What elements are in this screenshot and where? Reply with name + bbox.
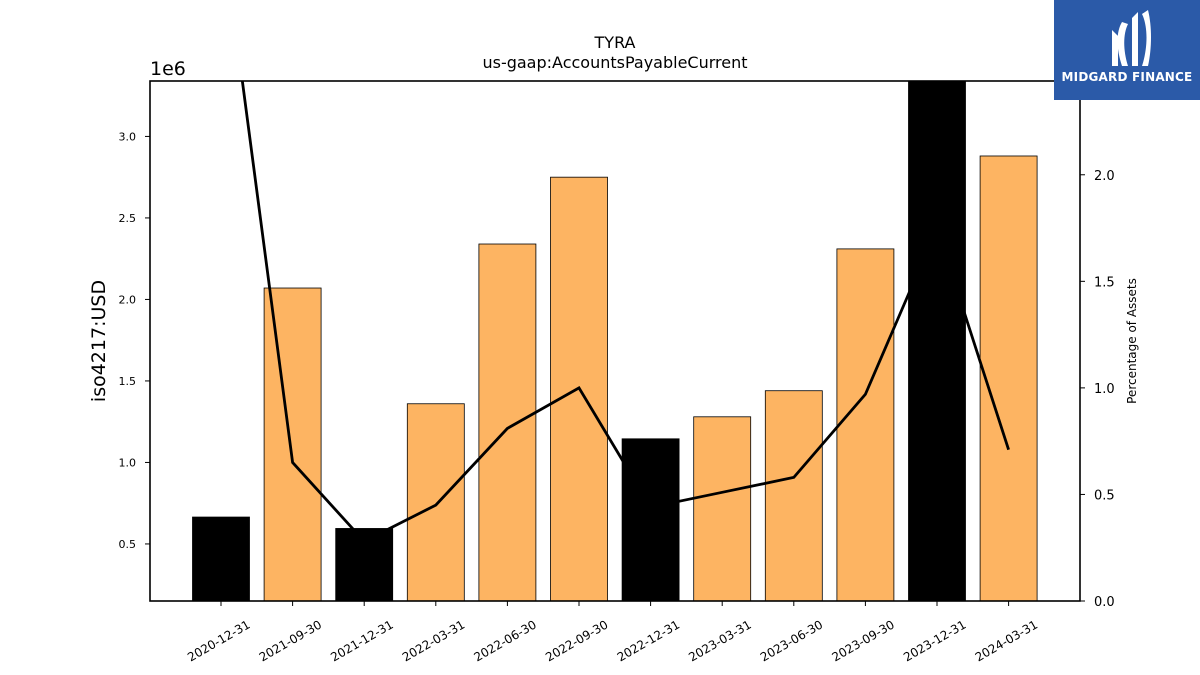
y-tick-label: 2.5 [119, 212, 137, 225]
x-tick-label: 2022-06-30 [471, 617, 538, 664]
y2-tick-label: 0.0 [1094, 595, 1115, 610]
y-axis-label: iso4217:USD [88, 280, 110, 402]
x-tick-label: 2022-12-31 [615, 617, 682, 664]
y-tick-label: 3.0 [119, 130, 137, 143]
bar-2022-12-31 [621, 438, 680, 602]
chart-title: TYRA [594, 33, 636, 52]
y2-tick-label: 2.0 [1094, 169, 1115, 184]
x-tick-label: 2023-09-30 [829, 617, 896, 664]
x-tick-label: 2022-03-31 [400, 617, 467, 664]
percentage-line [240, 81, 1010, 544]
y-tick-label: 1.5 [119, 375, 137, 388]
plot-frame [149, 80, 1081, 602]
bar-2023-12-31 [908, 80, 966, 602]
y-tick-label: 2.0 [119, 293, 137, 306]
bar-2020-12-31 [192, 516, 250, 602]
logo-text: MIDGARD FINANCE [1061, 70, 1193, 84]
chart-subtitle: us-gaap:AccountsPayableCurrent [482, 53, 747, 72]
bar-2024-03-31 [979, 155, 1038, 602]
y2-axis-label: Percentage of Assets [1125, 278, 1139, 404]
midgard-logo: MIDGARD FINANCE [1054, 0, 1200, 100]
x-tick-label: 2021-12-31 [328, 617, 395, 664]
bar-2022-03-31 [406, 403, 465, 602]
x-tick-label: 2022-09-30 [543, 617, 610, 664]
y2-tick-label: 1.0 [1094, 382, 1115, 397]
y-tick-label: 0.5 [119, 538, 137, 551]
midgard-logo-icon [1112, 10, 1151, 66]
y-exponent-label: 1e6 [150, 58, 186, 80]
x-tick-label: 2023-03-31 [686, 617, 753, 664]
x-tick-label: 2024-03-31 [973, 617, 1040, 664]
bar-2022-06-30 [478, 243, 537, 602]
bar-2023-09-30 [836, 248, 895, 602]
x-tick-label: 2023-06-30 [758, 617, 825, 664]
y2-tick-label: 1.5 [1094, 275, 1115, 290]
bar-2021-09-30 [263, 287, 322, 602]
y-tick-label: 1.0 [119, 456, 137, 469]
x-tick-label: 2023-12-31 [901, 617, 968, 664]
bar-2023-06-30 [764, 390, 823, 602]
x-tick-label: 2020-12-31 [185, 617, 252, 664]
x-tick-label: 2021-09-30 [257, 617, 324, 664]
y2-tick-label: 0.5 [1094, 488, 1115, 503]
bar-2023-03-31 [693, 416, 752, 602]
